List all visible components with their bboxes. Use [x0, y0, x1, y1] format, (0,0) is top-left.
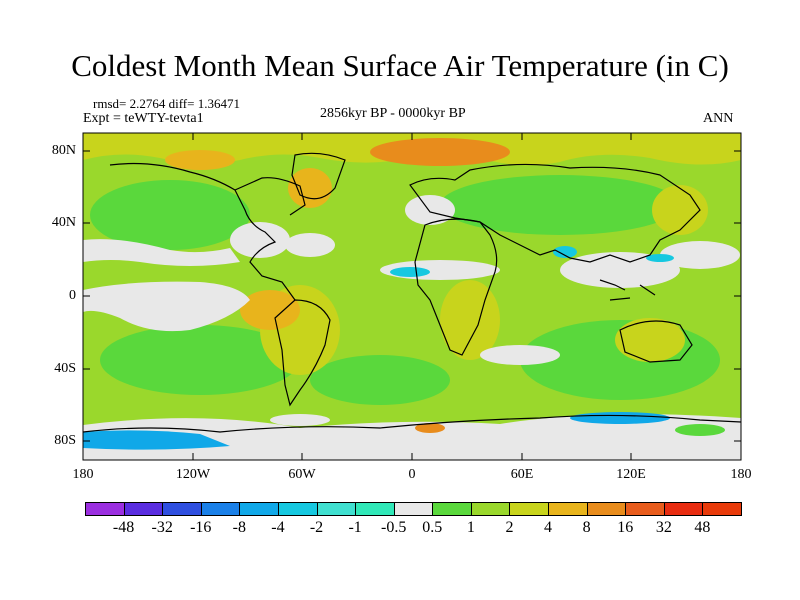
- colorbar-swatch: [663, 502, 704, 516]
- lon-tick-label: 60E: [510, 467, 534, 482]
- lat-tick-label: 0: [69, 288, 76, 303]
- lon-tick-label: 0: [408, 467, 416, 482]
- colorbar-swatch: [432, 502, 472, 516]
- usa-white: [230, 222, 290, 258]
- indian-south-white: [480, 345, 560, 365]
- colorbar-swatch: [702, 502, 742, 516]
- colorbar-label: -16: [190, 519, 212, 536]
- colorbar-label: 48: [694, 519, 711, 536]
- lat-tick-label: 40S: [54, 361, 76, 376]
- colorbar-swatch: [162, 502, 202, 516]
- colorbar-swatch: [548, 502, 588, 516]
- colorbar-label: -8: [232, 519, 246, 536]
- pacific-cool: [646, 254, 674, 262]
- greenland-coast: [291, 152, 346, 200]
- colorbar-label: -1: [348, 519, 362, 536]
- south-pacific-green: [100, 325, 300, 395]
- pacific-east-warm: [240, 290, 300, 330]
- australia-coast: [619, 320, 693, 363]
- greenland-warm: [288, 168, 332, 208]
- antarctic-green-east: [675, 424, 725, 436]
- lon-tick-label: 180: [730, 467, 752, 482]
- colorbar-label: 4: [544, 519, 553, 536]
- lon-tick-label: 120W: [175, 467, 211, 482]
- india-cool: [553, 246, 577, 258]
- north-pacific-white: [83, 239, 240, 266]
- period-label: 2856kyr BP - 0000kyr BP: [320, 106, 466, 121]
- colorbar-swatch: [316, 502, 357, 516]
- lon-tick-label: 60W: [288, 467, 316, 482]
- atlantic-white: [285, 233, 335, 257]
- antarctic-warm-spot: [415, 423, 445, 433]
- colorbar-label: 1: [466, 519, 475, 536]
- colorbar-label: 0.5: [422, 519, 443, 536]
- coastlines: [83, 152, 741, 433]
- kamchatka-warm: [652, 185, 708, 235]
- colorbar-label: 16: [617, 519, 634, 536]
- north-america-coast: [109, 162, 296, 301]
- europe-white: [405, 195, 455, 225]
- north-pacific-east-white: [660, 241, 740, 269]
- colorbar-swatch: [85, 502, 125, 516]
- arctic-hot-spot: [370, 138, 510, 166]
- colorbar-label: -48: [112, 519, 135, 536]
- colorbar-label: -2: [309, 519, 324, 536]
- colorbar-swatch: [123, 502, 164, 516]
- colorbar-swatch: [200, 502, 241, 516]
- north-pacific-green: [90, 180, 250, 250]
- colorbar-swatch: [239, 502, 279, 516]
- equatorial-pacific-white: [83, 281, 250, 332]
- antarctic-cool-west: [83, 430, 230, 450]
- colorbar-swatch: [355, 502, 395, 516]
- axis-ticks: [83, 133, 741, 460]
- lon-tick-label: 120E: [616, 467, 646, 482]
- season-label: ANN: [703, 111, 734, 126]
- antarctic-white: [83, 414, 741, 460]
- colorbar-label: 8: [582, 519, 591, 536]
- canada-arctic-warm: [165, 150, 235, 170]
- south-atlantic-green: [310, 355, 450, 405]
- experiment-label: Expt = teWTY-tevta1: [83, 111, 204, 126]
- lat-tick-label: 80S: [54, 433, 76, 448]
- map-title: Coldest Month Mean Surface Air Temperatu…: [71, 48, 729, 83]
- lat-tick-label: 40N: [51, 215, 76, 230]
- sahara-cool: [390, 267, 430, 277]
- africa-coast: [414, 218, 498, 356]
- colorbar-swatch: [625, 502, 665, 516]
- antarctica-coast: [83, 414, 741, 433]
- rmsd-diff-stats: rmsd= 2.2764 diff= 1.36471: [93, 96, 240, 111]
- colorbar-swatch: [470, 502, 511, 516]
- colorbar-label: -32: [151, 519, 173, 536]
- colorbar-swatch: [586, 502, 627, 516]
- colorbar-label: -4: [271, 519, 285, 536]
- antarctic-cool-east: [570, 412, 670, 424]
- asia-green: [440, 175, 680, 235]
- colorbar-label: -0.5: [381, 519, 407, 536]
- lat-tick-label: 80N: [51, 143, 76, 158]
- australia-warm: [615, 318, 685, 362]
- colorbar-swatch: [277, 502, 318, 516]
- lon-tick-label: 180: [72, 467, 94, 482]
- canada-coast: [234, 177, 306, 216]
- west-pacific-white: [560, 252, 680, 288]
- maritime-continent-coast: [599, 279, 656, 301]
- colorbar-label: 2: [505, 519, 514, 536]
- southern-ocean-white: [270, 414, 330, 426]
- eurasia-coast: [409, 163, 701, 263]
- colorbar-swatch: [393, 502, 434, 516]
- south-america-coast: [274, 299, 331, 407]
- colorbar-swatch: [509, 502, 550, 516]
- map-field: [83, 133, 741, 460]
- colorbar-label: 32: [655, 519, 672, 536]
